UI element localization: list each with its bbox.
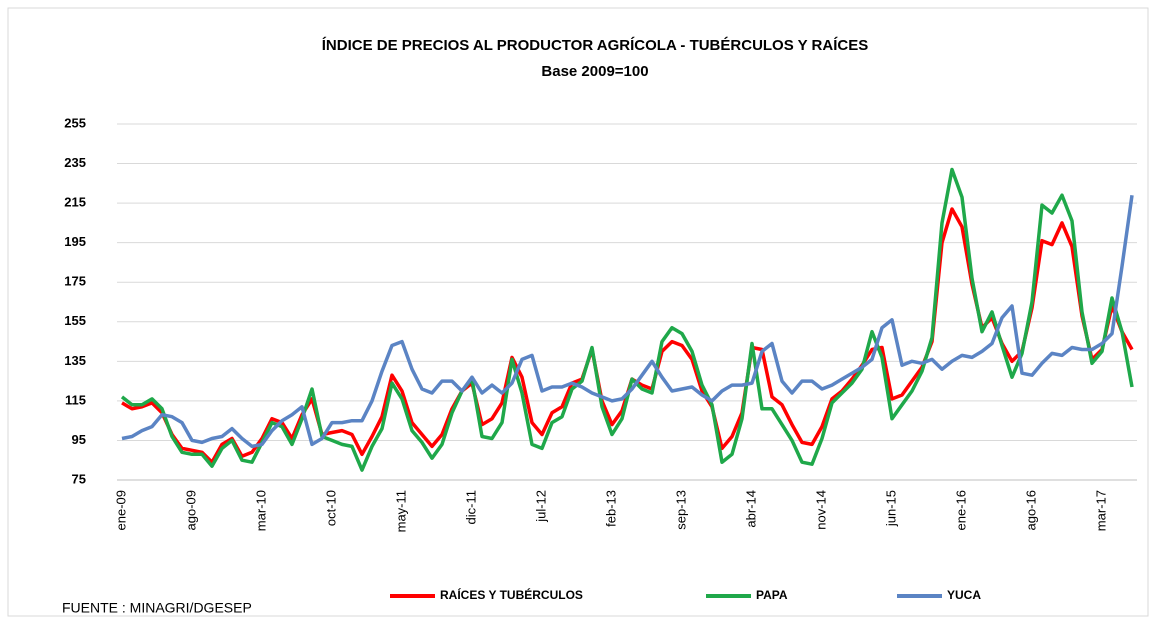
y-tick-label: 75 bbox=[72, 471, 86, 486]
chart-title: ÍNDICE DE PRECIOS AL PRODUCTOR AGRÍCOLA … bbox=[322, 37, 868, 54]
chart-frame bbox=[7, 7, 1149, 617]
source-note: FUENTE : MINAGRI/DGESEP bbox=[62, 600, 252, 616]
x-tick-label: sep-13 bbox=[673, 490, 688, 530]
series-line bbox=[121, 194, 1134, 449]
y-tick-label: 95 bbox=[72, 432, 86, 447]
y-tick-label: 155 bbox=[64, 313, 86, 328]
x-tick-label: ago-16 bbox=[1023, 490, 1038, 530]
y-tick-label: 175 bbox=[64, 274, 86, 289]
x-tick-label: ene-09 bbox=[113, 490, 128, 530]
x-tick-label: mar-10 bbox=[253, 490, 268, 531]
x-tick-label: abr-14 bbox=[743, 490, 758, 528]
x-tick-label: ago-09 bbox=[183, 490, 198, 530]
y-tick-label: 115 bbox=[65, 392, 86, 407]
x-tick-label: feb-13 bbox=[603, 490, 618, 527]
x-tick-label: dic-11 bbox=[463, 490, 478, 524]
legend-label: YUCA bbox=[947, 588, 981, 602]
x-tick-label: nov-14 bbox=[813, 490, 828, 530]
x-tick-label: may-11 bbox=[393, 490, 408, 532]
x-tick-label: oct-10 bbox=[323, 490, 338, 526]
y-tick-label: 195 bbox=[64, 234, 86, 249]
y-tick-label: 135 bbox=[64, 353, 86, 368]
series-line bbox=[120, 167, 1134, 472]
y-tick-label: 255 bbox=[64, 115, 86, 130]
x-tick-label: ene-16 bbox=[953, 490, 968, 530]
legend-label: RAÍCES Y TUBÉRCULOS bbox=[440, 587, 583, 602]
x-tick-label: jul-12 bbox=[533, 490, 548, 523]
y-tick-label: 215 bbox=[64, 195, 86, 210]
x-tick-label: jun-15 bbox=[883, 490, 898, 527]
x-tick-label: mar-17 bbox=[1093, 490, 1108, 531]
y-tick-label: 235 bbox=[64, 155, 86, 170]
chart-subtitle: Base 2009=100 bbox=[541, 63, 648, 80]
legend-label: PAPA bbox=[756, 588, 788, 602]
